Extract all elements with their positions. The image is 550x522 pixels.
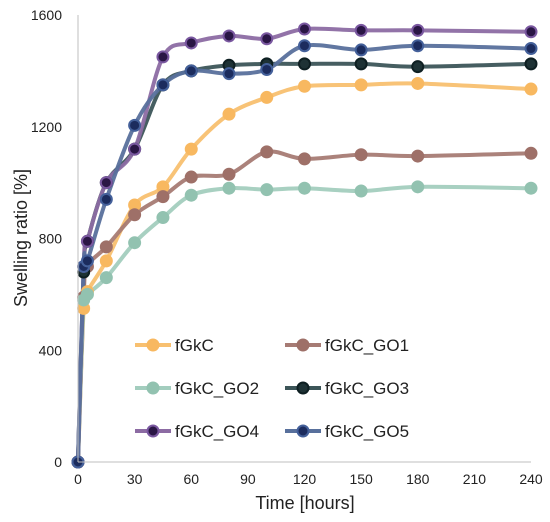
legend: fGkC fGkC_GO1 fGkC_GO2 fGkC_GO3 fGkC_GO4 fGkC… — [135, 336, 409, 441]
data-point-fgkc-go1 — [411, 149, 425, 163]
x-tick-label: 180 — [406, 471, 430, 487]
data-point-fgkc-go1 — [222, 167, 236, 181]
series-line-fgkc-go3 — [76, 61, 533, 464]
data-point-fgkc-go4 — [99, 176, 113, 190]
y-axis-title: Swelling ratio [%] — [11, 169, 31, 307]
x-tick-label: 0 — [74, 471, 82, 487]
data-point-fgkc-go5 — [354, 43, 368, 57]
data-point-fgkc-go5 — [99, 192, 113, 206]
legend-swatch-marker-fgkc — [146, 338, 160, 352]
legend-swatch-marker-fgkc-go4 — [146, 424, 160, 438]
data-point-fgkc-go4 — [156, 50, 170, 64]
data-point-fgkc-go2 — [354, 184, 368, 198]
data-point-fgkc-go5 — [298, 39, 311, 53]
tick-labels: 0 30 60 90 120 150 180 210 240 0 400 800 1200 1600 — [31, 7, 543, 487]
data-point-fgkc-go2 — [260, 183, 274, 197]
x-axis-title: Time [hours] — [255, 493, 354, 513]
series-line-fgkc-go4 — [76, 26, 533, 464]
data-point-fgkc-go4 — [411, 23, 425, 37]
plot-lines — [76, 26, 533, 464]
data-point-fgkc-go2 — [222, 181, 236, 195]
data-point-fgkc-go5 — [128, 118, 142, 132]
data-point-fgkc-go2 — [411, 180, 425, 194]
data-point-fgkc-go2 — [298, 181, 311, 195]
data-point-fgkc-go5 — [184, 64, 198, 78]
x-tick-label: 30 — [127, 471, 143, 487]
data-point-fgkc-go2 — [156, 211, 170, 225]
data-point-fgkc-go4 — [298, 22, 311, 36]
data-point-fgkc — [184, 142, 198, 156]
data-point-fgkc-go2 — [128, 236, 142, 250]
x-tick-label: 90 — [240, 471, 256, 487]
x-tick-label: 150 — [349, 471, 373, 487]
data-point-fgkc-go4 — [222, 29, 236, 43]
data-point-fgkc-go1 — [184, 170, 198, 184]
x-tick-label: 210 — [463, 471, 487, 487]
y-tick-label: 800 — [39, 231, 63, 247]
legend-swatch-marker-fgkc-go2 — [146, 381, 160, 395]
data-point-fgkc-go1 — [354, 148, 368, 162]
legend-swatch-marker-fgkc-go1 — [296, 338, 310, 352]
data-point-fgkc-go2 — [184, 188, 198, 202]
legend-label-fgkc: fGkC — [175, 336, 214, 355]
data-point-fgkc-go3 — [524, 57, 538, 71]
data-point-fgkc-go4 — [354, 23, 368, 37]
data-point-fgkc-go5 — [411, 39, 425, 53]
axes — [77, 15, 531, 463]
data-point-fgkc-go1 — [260, 145, 274, 159]
data-point-fgkc-go1 — [524, 146, 538, 160]
data-point-fgkc — [298, 79, 311, 93]
data-point-fgkc-go1 — [99, 240, 113, 254]
y-tick-label: 400 — [39, 342, 63, 358]
data-point-fgkc-go2 — [99, 271, 113, 285]
data-point-fgkc-go4 — [524, 25, 538, 39]
data-point-fgkc-go1 — [156, 190, 170, 204]
y-tick-label: 1600 — [31, 7, 62, 23]
y-tick-label: 1200 — [31, 119, 62, 135]
data-point-fgkc-go5 — [80, 254, 94, 268]
legend-label-fgkc-go1: fGkC_GO1 — [325, 336, 409, 355]
data-point-fgkc — [524, 82, 538, 96]
data-point-fgkc — [99, 254, 113, 268]
data-point-fgkc-go4 — [260, 32, 274, 46]
data-point-fgkc-go3 — [411, 60, 425, 74]
data-point-fgkc-go5 — [260, 62, 274, 76]
legend-swatch-marker-fgkc-go5 — [296, 424, 310, 438]
data-point-fgkc-go4 — [184, 36, 198, 50]
x-tick-label: 240 — [519, 471, 543, 487]
series-line-fgkc-go2 — [76, 184, 533, 464]
data-point-fgkc-go5 — [524, 42, 538, 56]
data-point-fgkc-go5 — [222, 67, 236, 81]
legend-swatch-marker-fgkc-go3 — [296, 381, 310, 395]
data-point-fgkc-go1 — [128, 208, 142, 222]
data-point-fgkc-go2 — [80, 287, 94, 301]
data-point-fgkc-go3 — [298, 57, 311, 71]
data-point-fgkc-go5 — [156, 78, 170, 92]
data-point-fgkc — [260, 90, 274, 104]
legend-label-fgkc-go2: fGkC_GO2 — [175, 379, 259, 398]
legend-label-fgkc-go4: fGkC_GO4 — [175, 422, 259, 441]
plot-markers — [71, 22, 538, 469]
legend-label-fgkc-go5: fGkC_GO5 — [325, 422, 409, 441]
series-line-fgkc — [76, 81, 533, 464]
data-point-fgkc — [354, 78, 368, 92]
data-point-fgkc-go1 — [298, 152, 311, 166]
x-tick-label: 60 — [183, 471, 199, 487]
data-point-fgkc-go4 — [80, 234, 94, 248]
data-point-fgkc — [222, 107, 236, 121]
data-point-fgkc-go2 — [524, 181, 538, 195]
data-point-fgkc-go4 — [128, 142, 142, 156]
x-tick-label: 120 — [293, 471, 317, 487]
data-point-fgkc — [411, 76, 425, 90]
legend-label-fgkc-go3: fGkC_GO3 — [325, 379, 409, 398]
series-line-fgkc-go5 — [76, 43, 533, 464]
data-point-fgkc-go3 — [354, 57, 368, 71]
y-tick-label: 0 — [54, 454, 62, 470]
